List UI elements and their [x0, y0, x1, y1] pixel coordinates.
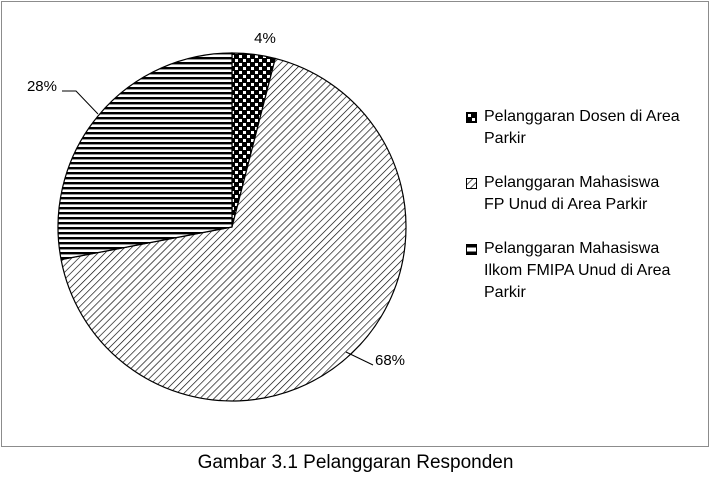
leader-line — [345, 351, 374, 366]
legend-label-line: Parkir — [484, 284, 526, 301]
data-label-68: 68% — [375, 352, 405, 369]
figure-caption: Gambar 3.1 Pelanggaran Responden — [197, 452, 514, 473]
legend-swatch-stripes — [466, 244, 477, 255]
legend-label-line: Parkir — [484, 130, 526, 147]
chart-frame: 4% 68% 28% Pelanggaran Dosen di Area Parki… — [1, 1, 709, 447]
legend: Pelanggaran Dosen di Area Parkir Pelangg… — [466, 106, 702, 326]
legend-label-line: Pelanggaran Dosen di Area — [484, 108, 680, 125]
legend-label-line: FP Unud di Area Parkir — [484, 196, 648, 213]
legend-item-ilkom: Pelanggaran Mahasiswa Ilkom FMIPA Unud d… — [466, 238, 702, 304]
data-label-28: 28% — [27, 78, 57, 95]
pie-chart: 4% 68% 28% — [27, 30, 407, 402]
legend-item-dosen: Pelanggaran Dosen di Area Parkir — [466, 106, 702, 150]
legend-swatch-checker — [466, 112, 477, 123]
slice-ilkom — [57, 52, 233, 261]
data-label-4: 4% — [254, 30, 276, 47]
legend-label-line: Pelanggaran Mahasiswa — [484, 240, 660, 257]
legend-swatch-hatch — [466, 178, 477, 189]
legend-label-line: Ilkom FMIPA Unud di Area — [484, 262, 671, 279]
legend-label-line: Pelanggaran Mahasiswa — [484, 174, 660, 191]
legend-item-fp-unud: Pelanggaran Mahasiswa FP Unud di Area Pa… — [466, 172, 702, 216]
leader-line — [62, 90, 99, 115]
slice-fp-unud — [60, 57, 407, 402]
